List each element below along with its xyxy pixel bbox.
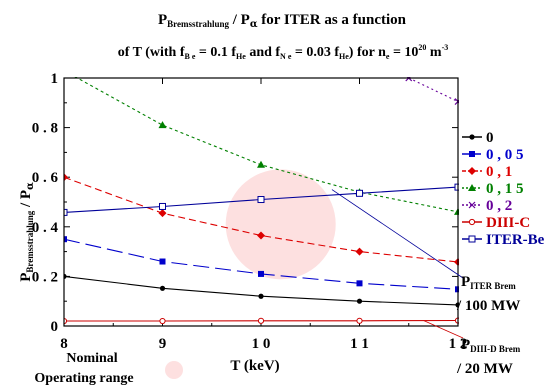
plot-frame <box>63 77 459 327</box>
data-point <box>158 209 167 218</box>
legend-label: 0 <box>486 130 494 146</box>
series-4 <box>405 77 459 105</box>
data-point <box>257 231 265 240</box>
data-point <box>64 208 68 216</box>
diii-brem-label: PDIII-D Brem <box>461 337 521 354</box>
legend-entry: 0 , 1 5 <box>462 181 524 197</box>
legend-label: 0 , 1 <box>486 164 512 180</box>
data-point <box>159 202 166 210</box>
series-layer <box>60 67 459 325</box>
data-point <box>257 160 265 168</box>
series-6 <box>64 183 459 216</box>
data-point <box>356 280 363 287</box>
data-point <box>64 273 67 279</box>
legend-entry: 0 , 0 5 <box>462 147 524 163</box>
data-point <box>258 293 264 299</box>
chart-title-line1: PBremsstrahlung / Pα for ITER as a funct… <box>158 12 407 30</box>
y-axis-label: PBremsstrahlung / Pα <box>18 182 36 282</box>
series-2 <box>64 173 459 267</box>
data-point <box>159 258 166 265</box>
legend-label: 0 , 2 <box>486 198 512 214</box>
y-tick-label: 0 . 4 <box>32 220 59 236</box>
diii-brem-scale: / 20 MW <box>456 361 513 377</box>
legend-entry: 0 , 1 <box>462 164 512 180</box>
legend-marker <box>468 201 476 209</box>
legend-label: ITER-Be <box>486 232 545 248</box>
x-tick-label: 1 1 <box>350 336 369 352</box>
nominal-operating-range-marker <box>165 361 183 379</box>
legend-label: 0 , 0 5 <box>486 147 524 163</box>
legend-marker <box>468 167 476 175</box>
series-5 <box>64 317 459 325</box>
legend-entry: DIII-C <box>462 215 530 231</box>
x-axis-label: T (keV) <box>230 358 279 374</box>
series-0 <box>64 273 459 308</box>
legend-marker <box>469 134 475 140</box>
legend-marker <box>468 184 476 191</box>
data-point <box>159 285 166 291</box>
series-1 <box>64 236 459 293</box>
y-tick-label: 0 . 2 <box>32 269 58 285</box>
legend-marker <box>468 235 476 243</box>
data-point <box>64 173 68 182</box>
y-tick-label: 0 <box>51 319 59 335</box>
chart-title-line2: of T (with fB e = 0.1 fHe and fN e = 0.0… <box>118 43 449 61</box>
data-point <box>257 196 265 204</box>
data-point <box>455 286 459 293</box>
data-point <box>355 247 364 256</box>
series-line <box>408 77 459 103</box>
y-tick-label: 0 . 6 <box>32 170 59 186</box>
data-point <box>258 270 264 277</box>
x-tick-label: 1 0 <box>252 336 271 352</box>
series-line <box>64 176 459 263</box>
legend-label: DIII-C <box>486 215 530 231</box>
x-tick-label: 8 <box>60 336 68 352</box>
legend-marker <box>469 151 475 157</box>
legend-entry: 0 , 2 <box>462 198 512 214</box>
data-point <box>356 298 363 304</box>
y-tick-label: 0 . 8 <box>32 121 58 137</box>
legend-marker <box>468 218 476 226</box>
legend-entry: ITER-Be <box>462 232 545 248</box>
nominal-label-line2: Operating range <box>34 371 133 386</box>
nominal-label-line1: Nominal <box>66 351 117 366</box>
data-point <box>158 121 167 129</box>
diii-brem-arrow <box>423 320 464 339</box>
nominal-operating-range-highlight <box>225 169 336 280</box>
data-point <box>356 189 363 197</box>
y-tick-label: 1 <box>51 71 59 87</box>
iter-brem-arrow <box>331 189 464 279</box>
x-tick-label: 9 <box>159 336 167 352</box>
series-line <box>64 275 459 306</box>
data-point <box>257 317 265 324</box>
iter-brem-label: PITER Brem <box>461 274 516 291</box>
data-point <box>60 67 68 74</box>
data-point <box>159 317 166 325</box>
x-tick-label: 1 2 <box>449 336 468 352</box>
iter-brem-scale: / 100 MW <box>456 298 520 314</box>
legend-label: 0 , 1 5 <box>486 181 524 197</box>
data-point <box>356 317 363 324</box>
legend-entry: 0 <box>462 130 494 146</box>
data-point <box>64 236 67 243</box>
